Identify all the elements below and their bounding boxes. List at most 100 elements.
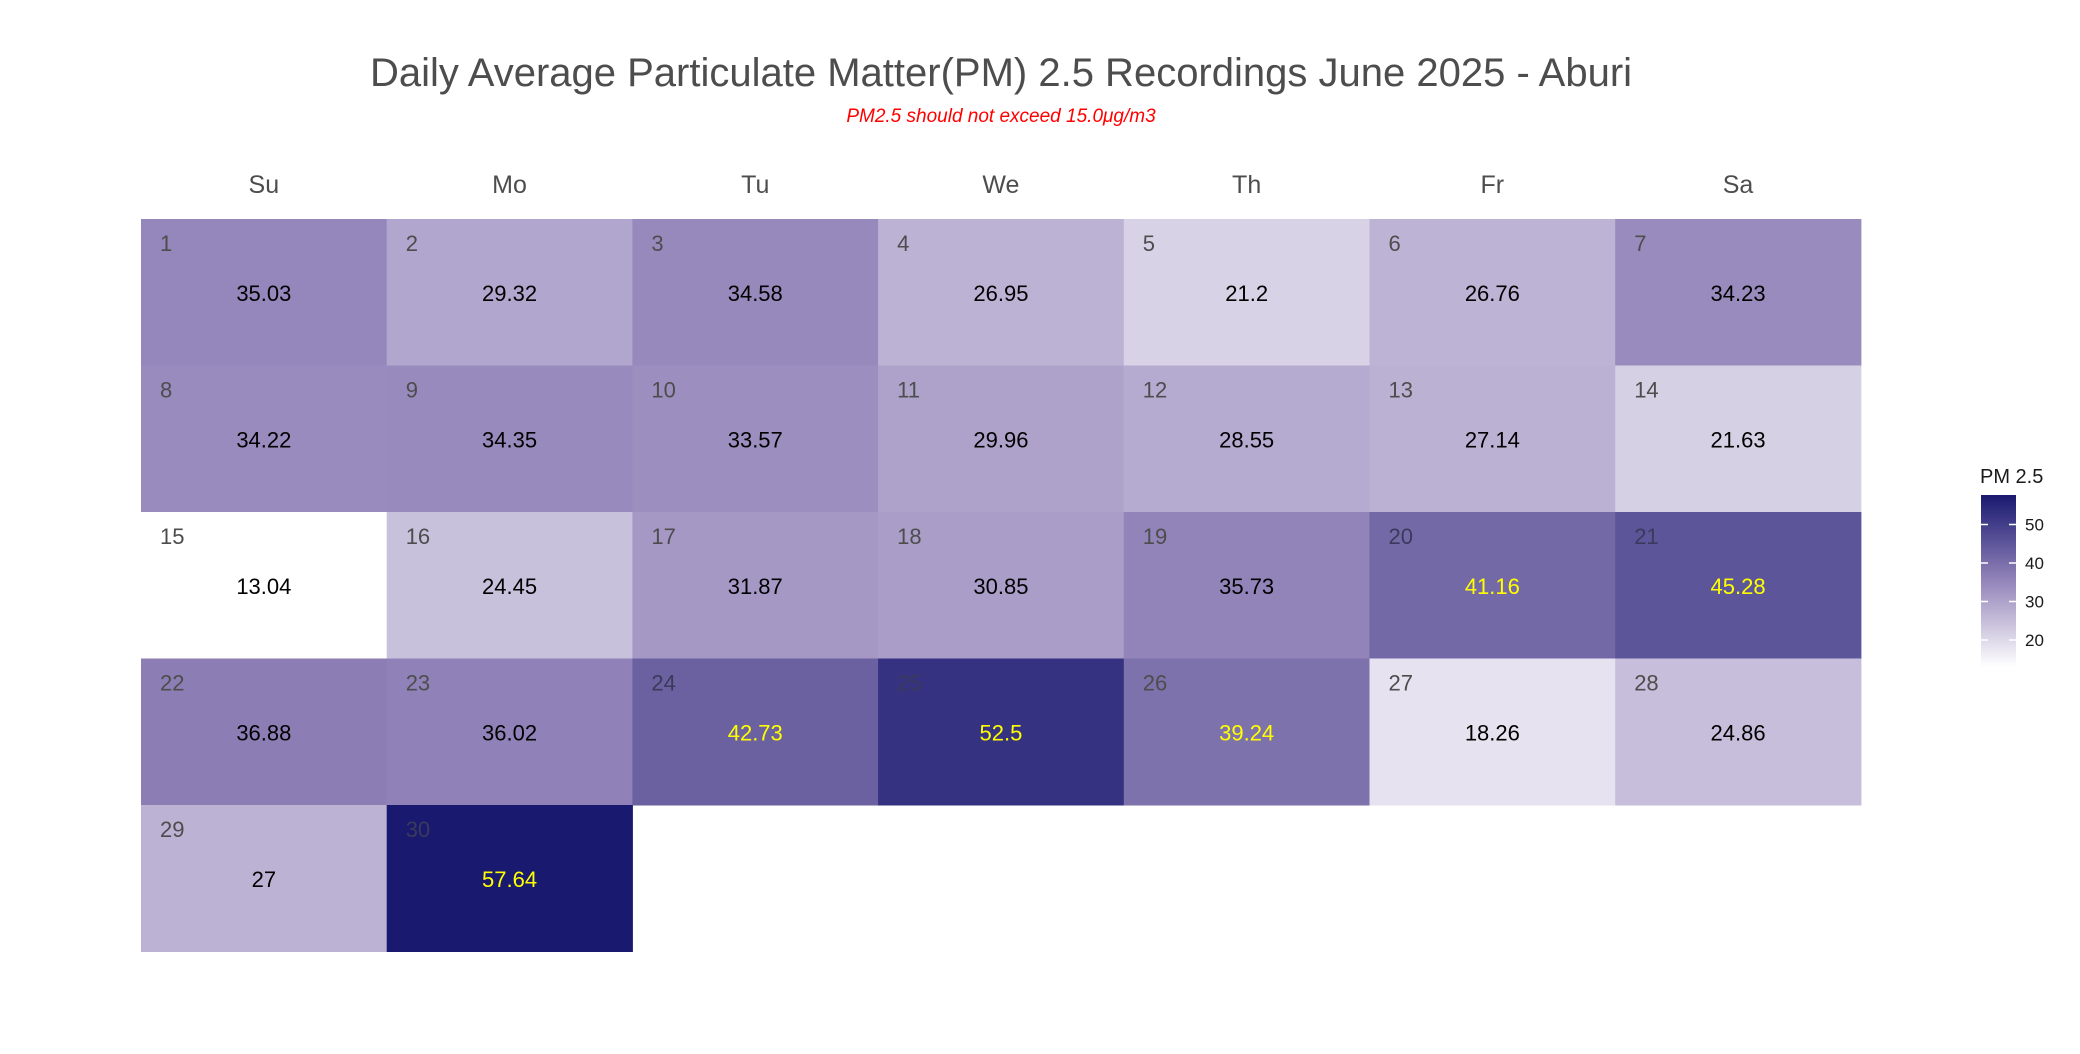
day-tile — [1615, 365, 1862, 513]
day-number: 11 — [897, 378, 920, 403]
calendar-day-cell: 24 42.73 — [632, 658, 879, 806]
weekday-label: We — [982, 171, 1019, 199]
value-label: 21.63 — [1711, 428, 1766, 453]
calendar-day-cell: 135.03 — [141, 219, 388, 366]
day-number: 21 — [1634, 524, 1658, 549]
calendar-day-cell: 426.95 — [878, 219, 1125, 366]
day-tile — [632, 365, 879, 513]
calendar-day-cell: 27 18.26 — [1369, 658, 1616, 806]
calendar-day-cell: 15 13.04 — [141, 512, 388, 659]
day-number: 7 — [1634, 231, 1646, 256]
day-tile — [1615, 658, 1862, 806]
weekday-label: Mo — [492, 171, 527, 199]
day-number: 27 — [1389, 671, 1413, 696]
value-label: 52.5 — [980, 721, 1023, 746]
day-number: 26 — [1143, 671, 1167, 696]
calendar-day-cell: 17 31.87 — [632, 512, 879, 659]
value-label: 34.22 — [236, 428, 291, 453]
day-number: 18 — [897, 524, 921, 549]
legend-colorbar — [1981, 495, 2016, 667]
weekday-label: Sa — [1723, 171, 1754, 199]
day-tile — [1369, 512, 1616, 659]
day-number: 29 — [160, 817, 184, 842]
day-number: 2 — [406, 231, 418, 256]
calendar-day-cell: 16 24.45 — [386, 512, 633, 659]
legend-tick-label: 40 — [2025, 554, 2044, 573]
legend-tick-label: 50 — [2025, 516, 2044, 535]
chart-subtitle: PM2.5 should not exceed 15.0μg/m3 — [846, 106, 1156, 127]
day-tile — [632, 219, 879, 366]
day-number: 15 — [160, 524, 184, 549]
value-label: 31.87 — [728, 574, 783, 599]
day-number: 8 — [160, 378, 172, 403]
day-tile — [878, 512, 1125, 659]
calendar-day-cell: 28 24.86 — [1615, 658, 1862, 806]
day-tile — [878, 658, 1125, 806]
calendar-day-cell: 18 30.85 — [878, 512, 1125, 659]
day-tile — [141, 658, 388, 806]
legend-tick-label: 20 — [2025, 631, 2044, 650]
calendar-cells: 135.03229.32334.58426.95521.2626.76734.2… — [141, 219, 1862, 952]
value-label: 57.64 — [482, 867, 537, 892]
day-number: 6 — [1389, 231, 1401, 256]
value-label: 39.24 — [1219, 721, 1274, 746]
weekday-label: Fr — [1481, 171, 1505, 199]
day-tile — [386, 658, 633, 806]
weekday-headers: Su Mo Tu We Th Fr Sa — [249, 171, 1754, 199]
day-number: 23 — [406, 671, 430, 696]
value-label: 45.28 — [1711, 574, 1766, 599]
day-tile — [878, 219, 1125, 366]
value-label: 28.55 — [1219, 428, 1274, 453]
day-tile — [1369, 658, 1616, 806]
day-tile — [1369, 365, 1616, 513]
day-number: 25 — [897, 671, 921, 696]
day-number: 14 — [1634, 378, 1658, 403]
calendar-day-cell: 12 28.55 — [1123, 365, 1370, 513]
day-number: 1 — [160, 231, 172, 256]
value-label: 42.73 — [728, 721, 783, 746]
day-tile — [386, 512, 633, 659]
day-tile — [386, 219, 633, 366]
value-label: 18.26 — [1465, 721, 1520, 746]
calendar-day-cell: 21 45.28 — [1615, 512, 1862, 659]
value-label: 27 — [252, 867, 276, 892]
day-tile — [386, 805, 633, 952]
calendar-day-cell: 23 36.02 — [386, 658, 633, 806]
value-label: 30.85 — [973, 574, 1028, 599]
value-label: 29.96 — [973, 428, 1028, 453]
value-label: 35.03 — [236, 281, 291, 306]
day-tile — [632, 658, 879, 806]
calendar-day-cell: 19 35.73 — [1123, 512, 1370, 659]
calendar-day-cell: 521.2 — [1123, 219, 1370, 366]
calendar-day-cell: 30 57.64 — [386, 805, 633, 952]
day-number: 12 — [1143, 378, 1167, 403]
value-label: 34.58 — [728, 281, 783, 306]
calendar-day-cell: 734.23 — [1615, 219, 1862, 366]
calendar-day-cell: 11 29.96 — [878, 365, 1125, 513]
day-number: 16 — [406, 524, 430, 549]
calendar-day-cell: 26 39.24 — [1123, 658, 1370, 806]
calendar-day-cell: 10 33.57 — [632, 365, 879, 513]
day-tile — [141, 219, 388, 366]
value-label: 34.23 — [1711, 281, 1766, 306]
day-number: 19 — [1143, 524, 1167, 549]
calendar-day-cell: 626.76 — [1369, 219, 1616, 366]
value-label: 27.14 — [1465, 428, 1520, 453]
value-label: 34.35 — [482, 428, 537, 453]
day-tile — [632, 512, 879, 659]
calendar-day-cell: 229.32 — [386, 219, 633, 366]
day-number: 24 — [651, 671, 675, 696]
calendar-day-cell: 334.58 — [632, 219, 879, 366]
value-label: 33.57 — [728, 428, 783, 453]
calendar-day-cell: 13 27.14 — [1369, 365, 1616, 513]
value-label: 36.88 — [236, 721, 291, 746]
calendar-day-cell: 22 36.88 — [141, 658, 388, 806]
value-label: 13.04 — [236, 574, 291, 599]
weekday-label: Th — [1232, 171, 1261, 199]
day-tile — [1615, 512, 1862, 659]
value-label: 26.76 — [1465, 281, 1520, 306]
day-number: 17 — [651, 524, 675, 549]
day-tile — [1123, 365, 1370, 513]
day-number: 9 — [406, 378, 418, 403]
